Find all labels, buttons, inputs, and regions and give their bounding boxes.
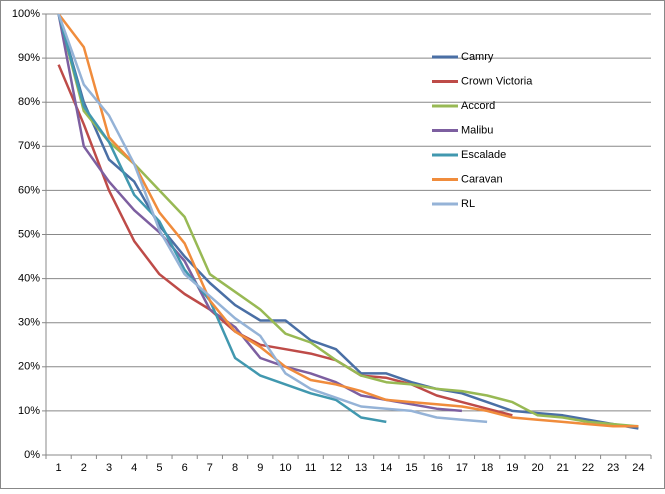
legend-label: RL — [461, 198, 475, 210]
x-tick-label: 7 — [207, 462, 213, 474]
x-tick-label: 6 — [182, 462, 188, 474]
y-tick-label: 70% — [18, 140, 40, 152]
series-line — [57, 64, 513, 417]
x-tick-label: 10 — [279, 462, 291, 474]
legend-label: Accord — [461, 100, 495, 112]
y-tick-label: 90% — [18, 52, 40, 64]
y-tick-label: 40% — [18, 273, 40, 285]
x-tick-label: 5 — [156, 462, 162, 474]
x-tick-label: 13 — [355, 462, 367, 474]
x-tick-label: 21 — [557, 462, 569, 474]
x-tick-label: 15 — [405, 462, 417, 474]
x-tick-label: 23 — [607, 462, 619, 474]
x-tick-label: 12 — [330, 462, 342, 474]
x-tick-label: 19 — [506, 462, 518, 474]
x-tick-label: 1 — [56, 462, 62, 474]
x-tick-label: 9 — [257, 462, 263, 474]
x-tick-label: 4 — [131, 462, 137, 474]
y-tick-label: 20% — [18, 361, 40, 373]
series-line — [57, 13, 387, 424]
x-tick-label: 14 — [380, 462, 392, 474]
legend-label: Escalade — [461, 149, 506, 161]
y-tick-label: 30% — [18, 317, 40, 329]
x-tick-label: 11 — [305, 462, 316, 474]
x-tick-label: 3 — [106, 462, 112, 474]
series-line — [57, 13, 639, 428]
x-tick-label: 16 — [431, 462, 443, 474]
legend-label: Camry — [461, 51, 494, 63]
y-tick-label: 0% — [24, 449, 40, 461]
x-tick-label: 22 — [582, 462, 594, 474]
x-tick-label: 2 — [81, 462, 87, 474]
y-tick-label: 50% — [18, 228, 40, 240]
x-tick-label: 8 — [232, 462, 238, 474]
x-tick-label: 18 — [481, 462, 493, 474]
y-tick-label: 80% — [18, 96, 40, 108]
x-tick-label: 17 — [456, 462, 468, 474]
y-tick-label: 100% — [12, 8, 40, 20]
x-tick-label: 24 — [632, 462, 644, 474]
legend-label: Crown Victoria — [461, 75, 533, 87]
legend-label: Malibu — [461, 124, 493, 136]
legend-label: Caravan — [461, 173, 503, 185]
series-line — [57, 13, 488, 424]
x-tick-label: 20 — [531, 462, 543, 474]
y-tick-label: 60% — [18, 184, 40, 196]
series-line — [57, 13, 639, 428]
y-tick-label: 10% — [18, 405, 40, 417]
